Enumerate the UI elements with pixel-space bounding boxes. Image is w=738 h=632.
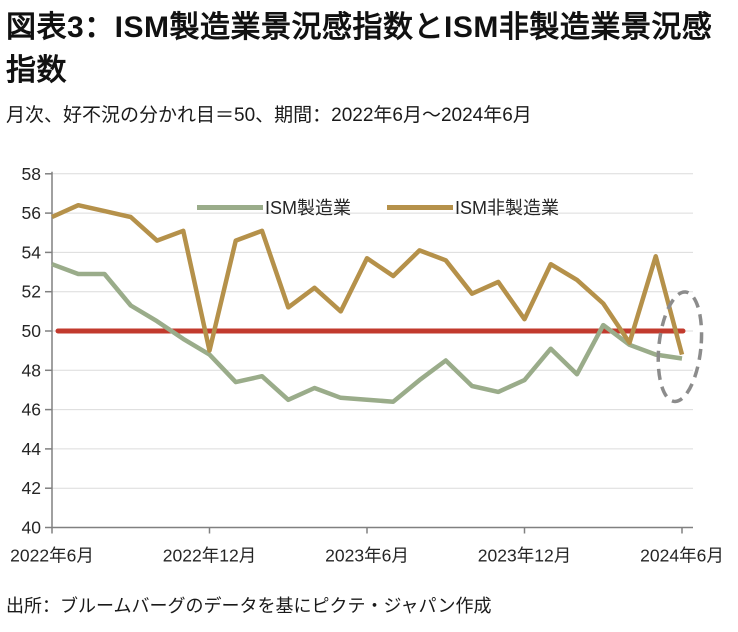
chart-subtitle: 月次、好不況の分かれ目＝50、期間：2022年6月～2024年6月 (6, 105, 532, 126)
x-axis-label-4: 2024年6月 (640, 546, 724, 566)
y-axis-label-42: 42 (22, 478, 41, 498)
y-axis-label-46: 46 (22, 400, 41, 420)
y-axis-label-58: 58 (22, 164, 41, 184)
x-axis-label-3: 2023年12月 (478, 546, 571, 566)
y-axis-label-50: 50 (22, 321, 42, 341)
series-line-manufacturing (51, 262, 683, 404)
y-axis-label-56: 56 (22, 203, 41, 223)
y-axis-label-44: 44 (22, 439, 42, 459)
chart-title: 図表3：ISM製造業景況感指数とISM非製造業景況感指数 (6, 11, 713, 87)
y-axis-label-52: 52 (22, 282, 41, 302)
highlight-ellipse (656, 290, 704, 404)
y-axis-label-40: 40 (22, 518, 42, 538)
x-axis-label-1: 2022年12月 (163, 546, 256, 566)
series-line-non-manufacturing (51, 202, 685, 356)
y-axis-label-54: 54 (22, 242, 42, 262)
x-axis-label-0: 2022年6月 (10, 546, 94, 566)
x-axis-label-2: 2023年6月 (325, 546, 409, 566)
y-axis-label-48: 48 (22, 360, 41, 380)
source-note: 出所：ブルームバーグのデータを基にピクテ・ジャパン作成 (6, 596, 492, 616)
